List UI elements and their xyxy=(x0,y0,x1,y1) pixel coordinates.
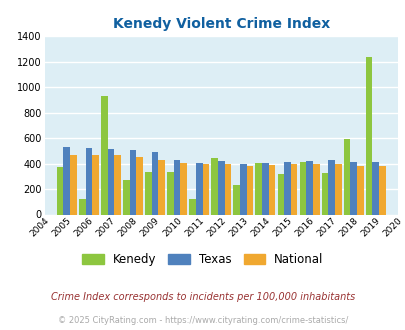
Bar xyxy=(158,160,164,214)
Title: Kenedy Violent Crime Index: Kenedy Violent Crime Index xyxy=(112,17,329,31)
Bar xyxy=(233,184,239,215)
Bar xyxy=(202,164,209,214)
Bar xyxy=(70,155,77,214)
Bar xyxy=(136,157,143,214)
Bar xyxy=(268,166,275,214)
Bar xyxy=(378,166,385,214)
Bar xyxy=(101,96,107,214)
Bar xyxy=(189,199,195,214)
Bar xyxy=(277,175,284,215)
Bar xyxy=(63,147,70,214)
Bar xyxy=(151,152,158,214)
Text: © 2025 CityRating.com - https://www.cityrating.com/crime-statistics/: © 2025 CityRating.com - https://www.city… xyxy=(58,316,347,325)
Bar xyxy=(262,163,268,215)
Bar xyxy=(79,199,85,214)
Bar xyxy=(290,164,297,214)
Bar xyxy=(195,163,202,215)
Bar xyxy=(224,164,230,214)
Bar xyxy=(321,173,328,214)
Bar xyxy=(173,160,180,214)
Bar xyxy=(239,164,246,214)
Bar xyxy=(255,163,262,215)
Bar xyxy=(167,172,173,214)
Bar xyxy=(145,172,151,214)
Bar xyxy=(85,148,92,214)
Bar xyxy=(305,161,312,214)
Bar xyxy=(299,162,305,214)
Bar xyxy=(180,163,187,215)
Bar xyxy=(343,139,350,214)
Bar xyxy=(328,160,334,214)
Bar xyxy=(312,164,319,214)
Bar xyxy=(107,149,114,214)
Bar xyxy=(211,158,217,214)
Bar xyxy=(371,162,378,214)
Bar xyxy=(114,155,121,214)
Bar xyxy=(284,162,290,214)
Bar xyxy=(57,167,63,214)
Legend: Kenedy, Texas, National: Kenedy, Texas, National xyxy=(82,253,323,266)
Text: Crime Index corresponds to incidents per 100,000 inhabitants: Crime Index corresponds to incidents per… xyxy=(51,292,354,302)
Bar xyxy=(123,180,129,214)
Bar xyxy=(129,150,136,214)
Bar xyxy=(356,166,363,214)
Bar xyxy=(92,155,98,214)
Bar xyxy=(334,164,341,214)
Bar xyxy=(246,166,253,214)
Bar xyxy=(365,57,371,214)
Bar xyxy=(350,162,356,214)
Bar xyxy=(217,161,224,214)
